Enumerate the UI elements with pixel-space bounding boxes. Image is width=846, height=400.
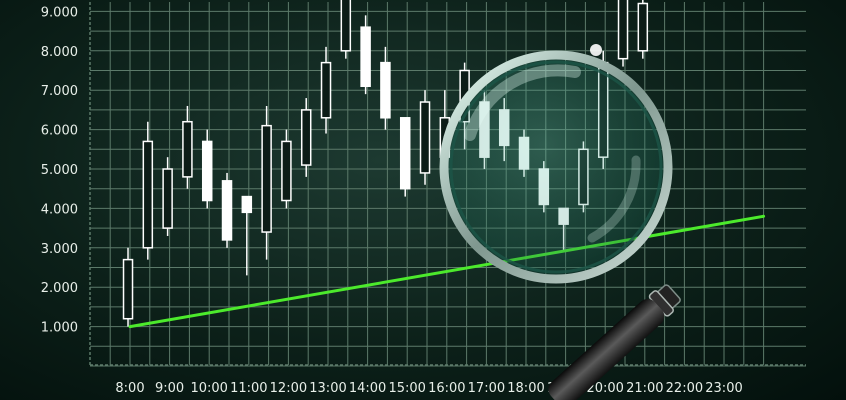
candle-body — [380, 61, 391, 119]
candle-2 — [142, 121, 154, 260]
y-tick-label: 7.000 — [41, 84, 78, 99]
y-tick-label: 6.000 — [41, 124, 78, 139]
candle-26 — [617, 0, 629, 67]
candle-27 — [637, 0, 649, 59]
x-axis-ticks: 8:00 9:00 10:00 11:00 12:00 13:00 14:00 15:00 16… — [115, 381, 742, 396]
candle-body — [300, 109, 312, 166]
candle-body — [122, 258, 134, 320]
candle-7 — [241, 195, 253, 276]
candle-1 — [122, 247, 134, 327]
candle-13 — [360, 15, 371, 95]
candle-body — [281, 140, 292, 202]
candle-body — [340, 0, 352, 52]
x-tick-label: 21:00 — [626, 381, 663, 396]
x-tick-label: 23:00 — [705, 381, 742, 396]
candle-10 — [300, 98, 312, 177]
trendline-group — [128, 214, 766, 329]
candle-12 — [340, 0, 352, 59]
candle-body — [637, 2, 649, 52]
candle-3 — [162, 157, 173, 236]
x-tick-label: 10:00 — [190, 381, 227, 396]
candle-6 — [221, 172, 233, 248]
y-tick-label: 8.000 — [41, 45, 78, 60]
y-tick-label: 2.000 — [41, 281, 78, 296]
candle-9 — [281, 129, 292, 209]
x-tick-label: 14:00 — [349, 381, 386, 396]
x-tick-label: 13:00 — [309, 381, 346, 396]
y-tick-label: 1.000 — [41, 321, 78, 336]
candle-body — [399, 117, 411, 190]
candle-16 — [419, 90, 431, 185]
x-tick-label: 22:00 — [666, 381, 703, 396]
x-tick-label: 12:00 — [270, 381, 307, 396]
x-tick-label: 11:00 — [230, 381, 267, 396]
candle-11 — [320, 46, 332, 134]
y-tick-label: 5.000 — [41, 163, 78, 178]
candle-body — [182, 120, 193, 178]
candle-body — [617, 0, 629, 60]
candle-body — [162, 168, 173, 229]
y-tick-label: 4.000 — [41, 202, 78, 217]
x-tick-label: 16:00 — [428, 381, 465, 396]
x-tick-label: 8:00 — [115, 381, 144, 396]
x-tick-label: 15:00 — [388, 381, 425, 396]
y-axis-ticks: 1.000 2.000 3.000 4.000 5.000 6.000 7.000 8.000… — [41, 5, 78, 335]
y-tick-label: 9.000 — [41, 5, 78, 20]
candle-body — [142, 140, 154, 249]
candle-body — [201, 140, 213, 202]
candle-4 — [182, 105, 193, 189]
candle-5 — [201, 129, 213, 209]
x-tick-label: 20:00 — [586, 381, 623, 396]
candle-15 — [399, 117, 411, 197]
magnifying-glass-icon — [439, 44, 681, 400]
x-tick-label: 18:00 — [507, 381, 544, 396]
candle-body — [221, 180, 233, 241]
x-tick-label: 9:00 — [155, 381, 184, 396]
x-tick-label: 17:00 — [468, 381, 505, 396]
candle-body — [241, 195, 253, 214]
candle-14 — [380, 46, 391, 130]
candle-body — [419, 101, 431, 174]
candle-body — [320, 61, 332, 119]
y-tick-label: 3.000 — [41, 242, 78, 257]
candle-body — [360, 26, 371, 88]
candle-body — [261, 124, 272, 233]
candle-8 — [261, 105, 272, 260]
trendline — [128, 214, 766, 329]
